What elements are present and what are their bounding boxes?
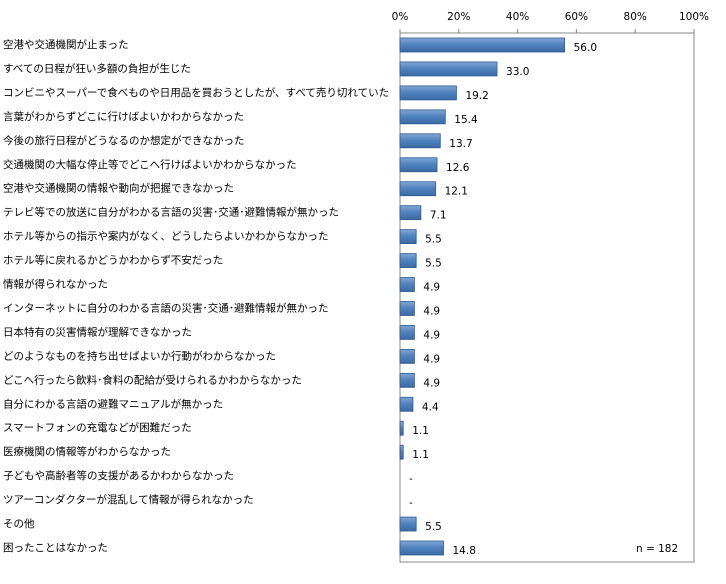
category-label: どのようなものを持ち出せばよいか行動がわからなかった xyxy=(3,349,276,362)
bar xyxy=(399,516,417,532)
category-label: 空港や交通機関の情報や動向が把握できなかった xyxy=(3,182,234,195)
value-label: 19.2 xyxy=(465,90,488,102)
value-label: 1.1 xyxy=(412,449,429,461)
bar xyxy=(399,253,417,268)
value-label: - xyxy=(409,497,413,509)
category-label: ホテル等からの指示や案内がなく、どうしたらよいかわからなかった xyxy=(3,230,329,243)
x-tick-label: 20% xyxy=(447,11,470,23)
bar xyxy=(399,301,415,316)
x-tick-label: 100% xyxy=(679,11,709,23)
bar xyxy=(399,109,446,125)
value-label: 5.5 xyxy=(425,258,442,270)
bar xyxy=(399,205,422,221)
category-label: 日本特有の災害情報が理解できなかった xyxy=(3,325,192,338)
bar xyxy=(399,181,436,197)
bar xyxy=(399,348,415,364)
bar xyxy=(399,540,444,556)
value-label: 4.9 xyxy=(423,305,440,317)
value-label: - xyxy=(409,473,413,485)
bar xyxy=(399,420,404,436)
bar xyxy=(399,444,404,460)
bar xyxy=(399,396,414,412)
bar xyxy=(399,61,498,77)
value-label: 7.1 xyxy=(430,210,447,222)
bar xyxy=(399,85,457,101)
category-label: ホテル等に戻れるかどうかわからず不安だった xyxy=(3,254,223,267)
x-tick-label: 80% xyxy=(624,11,647,23)
value-label: 1.1 xyxy=(412,425,429,437)
category-label: すべての日程が狂い多額の負担が生じた xyxy=(3,62,191,75)
value-label: 12.1 xyxy=(445,186,468,198)
category-label: どこへ行ったら飲料･食料の配給が受けられるかわからなかった xyxy=(3,373,302,386)
bar xyxy=(399,37,566,53)
value-label: 13.7 xyxy=(449,138,472,150)
value-label: 56.0 xyxy=(574,42,597,54)
value-label: 4.9 xyxy=(423,353,440,365)
value-label: 15.4 xyxy=(454,114,478,126)
category-label: 言葉がわからずどこに行けばよいかわからなかった xyxy=(3,110,244,123)
category-label: 自分にわかる言語の避難マニュアルが無かった xyxy=(3,397,223,410)
annotation: n = 182 xyxy=(636,543,678,555)
bar xyxy=(399,229,417,245)
value-label: 4.9 xyxy=(423,377,440,389)
x-tick-label: 40% xyxy=(506,11,529,23)
x-tick-label: 60% xyxy=(565,11,588,23)
category-label: 困ったことはなかった xyxy=(3,542,108,554)
value-label: 5.5 xyxy=(425,234,442,246)
category-label: インターネットに自分のわかる言語の災害･交通･避難情報が無かった xyxy=(3,301,329,314)
value-label: 4.4 xyxy=(422,401,439,413)
bar xyxy=(399,372,415,388)
value-label: 4.9 xyxy=(423,329,440,341)
value-label: 33.0 xyxy=(506,66,529,78)
category-label: スマートフォンの充電などが困難だった xyxy=(3,421,192,434)
category-label: その他 xyxy=(3,517,35,530)
value-label: 5.5 xyxy=(425,521,442,533)
category-label: 情報が得られなかった xyxy=(3,278,108,291)
category-label: 子どもや高齢者等の支援があるかわからなかった xyxy=(3,469,234,482)
category-label: 今後の旅行日程がどうなるのか想定ができなかった xyxy=(3,134,245,147)
category-label: 交通機関の大幅な停止等でどこへ行けばよいかわからなかった xyxy=(3,158,297,171)
category-label: 医療機関の情報等がわからなかった xyxy=(3,445,171,458)
category-label: 空港や交通機関が止まった xyxy=(3,38,129,51)
bar xyxy=(399,157,438,173)
x-tick-label: 0% xyxy=(392,11,409,23)
category-label: ツアーコンダクターが混乱して情報が得られなかった xyxy=(3,493,254,506)
value-label: 14.8 xyxy=(453,545,476,557)
bar xyxy=(399,277,415,292)
bar xyxy=(399,325,415,340)
bar xyxy=(399,133,441,149)
category-label: コンビニやスーパーで食べものや日用品を買おうとしたが、すべて売り切れていた xyxy=(3,86,389,99)
value-label: 12.6 xyxy=(446,162,470,174)
category-label: テレビ等での放送に自分がわかる言語の災害･交通･避難情報が無かった xyxy=(3,206,339,219)
value-label: 4.9 xyxy=(423,282,440,294)
